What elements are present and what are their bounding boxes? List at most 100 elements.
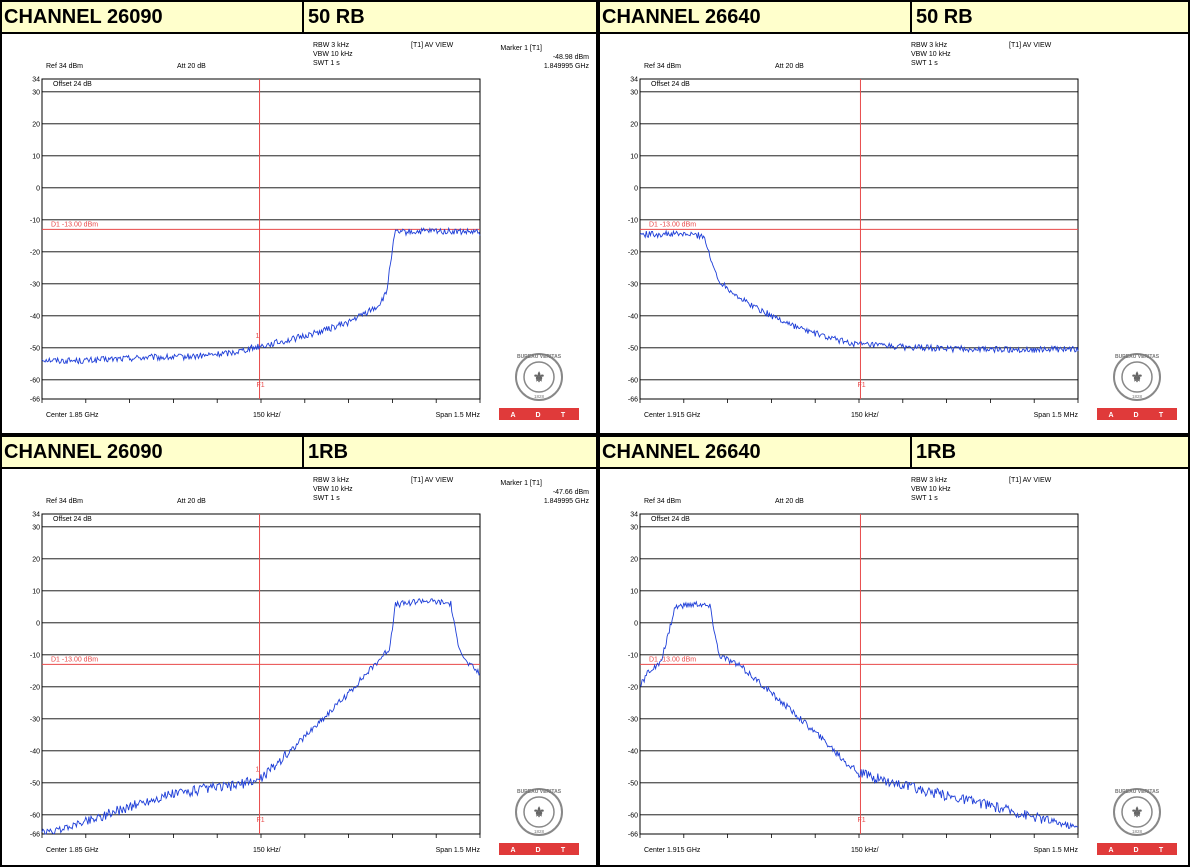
adt-letter: A — [1108, 412, 1113, 419]
limit-line-label: D1 -13.00 dBm — [649, 221, 696, 228]
swt-label: SWT 1 s — [313, 495, 340, 502]
vbw-label: VBW 10 kHz — [911, 486, 951, 493]
adt-badge — [499, 843, 579, 855]
logo-emblem: ⚜ — [1131, 804, 1144, 820]
logo-text: BUREAU VERITAS — [1115, 789, 1160, 795]
plot-frame — [639, 513, 1079, 835]
limit-line-label: D1 -13.00 dBm — [51, 656, 98, 663]
y-tick-label: 10 — [630, 153, 638, 160]
rbw-label: RBW 3 kHz — [313, 42, 350, 49]
y-tick-label: -10 — [30, 217, 40, 224]
y-tick-label: 0 — [634, 185, 638, 192]
y-tick-label: -30 — [30, 281, 40, 288]
y-tick-label: 34 — [32, 77, 40, 84]
logo-inner-ring — [1121, 796, 1153, 828]
logo-outer-ring — [1113, 353, 1161, 401]
trace-mode-label: [T1] AV VIEW — [1009, 42, 1052, 49]
plot-frame — [41, 513, 481, 835]
panel-ch26090-50rb: CHANNEL 26090 50 RB RBW 3 kHz VBW 10 kHz S… — [0, 0, 598, 435]
logo-year: 1828 — [534, 394, 545, 399]
adt-letter: D — [535, 847, 540, 854]
y-tick-label: 0 — [36, 620, 40, 627]
y-tick-label: 10 — [32, 153, 40, 160]
channel-label: CHANNEL 26090 — [2, 437, 304, 467]
marker-title: Marker 1 [T1] — [500, 480, 542, 487]
panel-header: CHANNEL 26090 1RB — [2, 437, 596, 469]
y-tick-label: 20 — [630, 556, 638, 563]
adt-badge — [1097, 408, 1177, 420]
rb-label: 1RB — [308, 441, 349, 463]
panel-header: CHANNEL 26640 1RB — [600, 437, 1188, 469]
rbw-label: RBW 3 kHz — [911, 42, 948, 49]
span-division-label: 150 kHz/ — [253, 412, 281, 419]
y-tick-label: 34 — [630, 77, 638, 84]
y-tick-label: -40 — [628, 313, 638, 320]
offset-label: Offset 24 dB — [53, 81, 92, 88]
marker-number: 1 — [256, 333, 260, 340]
y-tick-label: 10 — [630, 588, 638, 595]
plot-frame — [41, 78, 481, 400]
offset-label: Offset 24 dB — [651, 81, 690, 88]
y-tick-label: -20 — [628, 684, 638, 691]
vbw-label: VBW 10 kHz — [313, 486, 353, 493]
bureau-veritas-logo: BUREAU VERITAS ⚜ 1828 — [1113, 353, 1161, 401]
y-tick-label: -40 — [30, 313, 40, 320]
marker-level: -48.98 dBm — [553, 54, 589, 61]
logo-inner-ring — [1121, 361, 1153, 393]
logo-text: BUREAU VERITAS — [517, 354, 562, 360]
y-tick-label: 34 — [32, 512, 40, 519]
y-tick-label: 20 — [32, 556, 40, 563]
swt-label: SWT 1 s — [911, 495, 938, 502]
y-tick-label: 0 — [36, 185, 40, 192]
y-tick-label: -40 — [30, 748, 40, 755]
y-tick-label: -60 — [30, 812, 40, 819]
y-tick-label: -50 — [628, 780, 638, 787]
f1-label: F1 — [257, 382, 265, 389]
logo-outer-ring — [1113, 788, 1161, 836]
swt-label: SWT 1 s — [911, 60, 938, 67]
marker-number: 1 — [256, 767, 260, 774]
y-tick-label: -20 — [628, 249, 638, 256]
attenuation-label: Att 20 dB — [177, 498, 206, 505]
f1-label: F1 — [857, 817, 865, 824]
logo-text: BUREAU VERITAS — [1115, 354, 1160, 360]
logo-year: 1828 — [534, 829, 545, 834]
y-tick-label: 30 — [630, 89, 638, 96]
marker-title: Marker 1 [T1] — [500, 45, 542, 52]
span-label: Span 1.5 MHz — [436, 412, 481, 419]
span-label: Span 1.5 MHz — [1034, 412, 1079, 419]
spectrum-trace — [639, 229, 1079, 354]
marker-freq: 1.849995 GHz — [544, 63, 590, 70]
panel-header: CHANNEL 26090 50 RB — [2, 2, 596, 34]
logo-outer-ring — [515, 353, 563, 401]
channel-label: CHANNEL 26640 — [600, 2, 912, 32]
y-tick-label: 30 — [32, 524, 40, 531]
adt-letter: A — [510, 847, 515, 854]
vbw-label: VBW 10 kHz — [313, 51, 353, 58]
y-tick-label: -10 — [30, 652, 40, 659]
y-tick-label: 20 — [32, 121, 40, 128]
bureau-veritas-logo: BUREAU VERITAS ⚜ 1828 — [1113, 788, 1161, 836]
y-tick-label: -66 — [628, 832, 638, 839]
bureau-veritas-logo: BUREAU VERITAS ⚜ 1828 — [515, 353, 563, 401]
span-division-label: 150 kHz/ — [253, 847, 281, 854]
rbw-label: RBW 3 kHz — [313, 477, 350, 484]
channel-label: CHANNEL 26640 — [600, 437, 912, 467]
trace-mode-label: [T1] AV VIEW — [411, 42, 454, 49]
rb-label: 50 RB — [916, 6, 973, 28]
span-label: Span 1.5 MHz — [436, 847, 481, 854]
adt-letter: T — [1159, 847, 1164, 854]
logo-year: 1828 — [1132, 829, 1143, 834]
y-tick-label: 20 — [630, 121, 638, 128]
logo-emblem: ⚜ — [533, 369, 546, 385]
y-tick-label: -50 — [30, 780, 40, 787]
trace-mode-label: [T1] AV VIEW — [1009, 477, 1052, 484]
y-tick-label: -50 — [628, 345, 638, 352]
adt-letter: A — [510, 412, 515, 419]
y-tick-label: -66 — [628, 397, 638, 404]
y-tick-label: 10 — [32, 588, 40, 595]
ref-level-label: Ref 34 dBm — [644, 63, 681, 70]
adt-badge — [1097, 843, 1177, 855]
channel-label: CHANNEL 26090 — [2, 2, 304, 32]
span-label: Span 1.5 MHz — [1034, 847, 1079, 854]
